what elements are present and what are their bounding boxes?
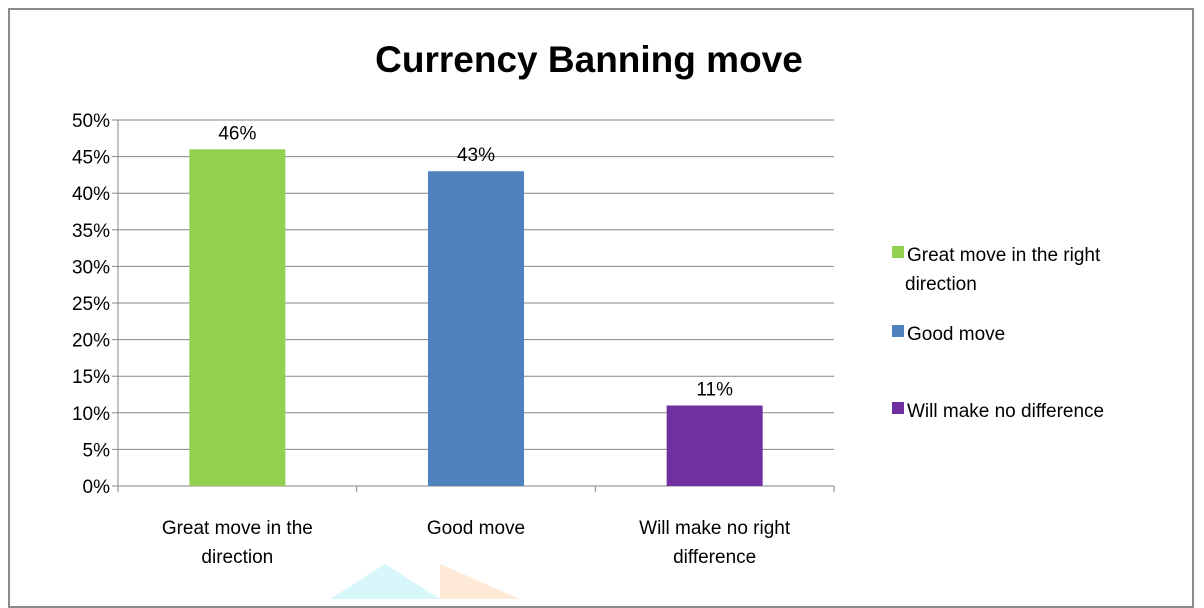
legend-item: Will make no difference (892, 401, 1104, 422)
watermark-orange-shape (440, 564, 520, 599)
legend-label: Great move in the right (907, 245, 1101, 266)
watermark-cyan-shape (330, 564, 440, 599)
y-tick-label: 35% (72, 221, 110, 242)
legend-item: Good move (892, 324, 1005, 345)
legend: Great move in the right direction Good mov… (892, 245, 1104, 422)
category-labels: Great move in the direction Good move Will … (162, 518, 791, 568)
data-label: 46% (218, 123, 256, 144)
y-tick-label: 15% (72, 367, 110, 388)
y-tick-label: 0% (83, 477, 111, 498)
data-label: 11% (696, 379, 733, 400)
y-tick-label: 20% (72, 331, 110, 352)
legend-label: Will make no difference (907, 401, 1104, 422)
bar (428, 171, 524, 487)
legend-label: direction (905, 274, 977, 295)
category-label: Great move in the (162, 518, 313, 539)
category-label: difference (673, 547, 756, 568)
y-tick-label: 5% (83, 440, 111, 461)
category-label: Will make no right (639, 518, 791, 539)
legend-swatch (892, 246, 904, 258)
y-tick-label: 30% (72, 257, 110, 278)
legend-swatch (892, 402, 904, 414)
y-tick-label: 40% (72, 184, 110, 205)
y-tick-label: 50% (72, 111, 110, 132)
data-label: 43% (457, 145, 495, 166)
y-tick-label: 10% (72, 404, 110, 425)
legend-label: Good move (907, 324, 1005, 345)
legend-swatch (892, 325, 904, 337)
y-tick-label: 45% (72, 148, 110, 169)
bar (666, 405, 763, 486)
chart-title: Currency Banning move (375, 39, 803, 80)
data-labels: 46% 43% 11% (218, 123, 733, 400)
bar (189, 149, 286, 486)
legend-item: Great move in the right direction (892, 245, 1101, 295)
y-tick-label: 25% (72, 294, 110, 315)
bars (189, 149, 763, 487)
category-label: Good move (427, 518, 525, 539)
category-label: direction (201, 547, 273, 568)
